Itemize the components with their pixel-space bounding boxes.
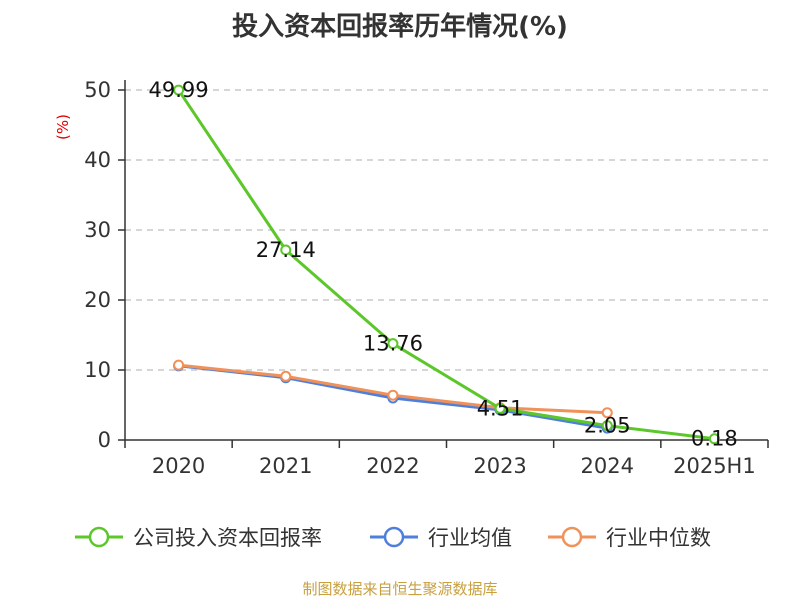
legend-item: 行业中位数 — [548, 526, 711, 550]
x-tick-label: 2021 — [259, 454, 312, 478]
x-tick-label: 2022 — [366, 454, 419, 478]
legend-label: 行业均值 — [428, 526, 512, 550]
series-line — [177, 89, 715, 441]
data-point — [708, 433, 720, 445]
y-tick-label: 10 — [84, 358, 111, 382]
legend-marker — [88, 526, 110, 548]
y-tick-label: 0 — [98, 428, 111, 452]
data-point — [173, 359, 185, 371]
legend-marker — [383, 526, 405, 548]
data-point — [387, 389, 399, 401]
legend-label: 行业中位数 — [606, 526, 711, 550]
data-label: 13.76 — [363, 332, 423, 356]
data-labels: 49.99 27.14 13.76 4.51 2.05 0.18 — [149, 78, 738, 451]
data-point — [280, 370, 292, 382]
data-label: 49.99 — [149, 78, 209, 102]
y-axis-label: (%) — [54, 114, 72, 140]
series-layer — [173, 84, 720, 445]
source-note: 制图数据来自恒生聚源数据库 — [302, 580, 498, 598]
data-label: 4.51 — [477, 396, 524, 420]
legend-marker — [561, 526, 583, 548]
data-label: 27.14 — [256, 238, 316, 262]
data-point — [494, 402, 506, 414]
legend: 公司投入资本回报率 行业均值 行业中位数 — [75, 526, 711, 550]
y-tick-label: 50 — [84, 78, 111, 102]
y-tick-label: 20 — [84, 288, 111, 312]
series-line — [178, 363, 608, 415]
x-tick-label: 2025H1 — [673, 454, 756, 478]
x-tick-label: 2024 — [581, 454, 634, 478]
legend-label: 公司投入资本回报率 — [133, 526, 322, 550]
data-point — [280, 244, 292, 256]
y-tick-label: 30 — [84, 218, 111, 242]
x-tick-label: 2020 — [152, 454, 205, 478]
data-point — [387, 338, 399, 350]
chart-title: 投入资本回报率历年情况(%) — [232, 12, 568, 42]
data-label: 0.18 — [691, 427, 738, 451]
axes: 0 10 20 30 40 50 2020 2021 2022 2023 2024 2025H1 (%) — [54, 78, 769, 478]
x-tick-label: 2023 — [473, 454, 526, 478]
data-label: 2.05 — [584, 414, 631, 438]
data-point — [601, 420, 613, 432]
grid-lines — [125, 89, 768, 371]
legend-item: 公司投入资本回报率 — [75, 526, 322, 550]
legend-item: 行业均值 — [370, 526, 512, 550]
y-tick-label: 40 — [84, 148, 111, 172]
data-point — [173, 84, 185, 96]
data-point — [601, 407, 613, 419]
